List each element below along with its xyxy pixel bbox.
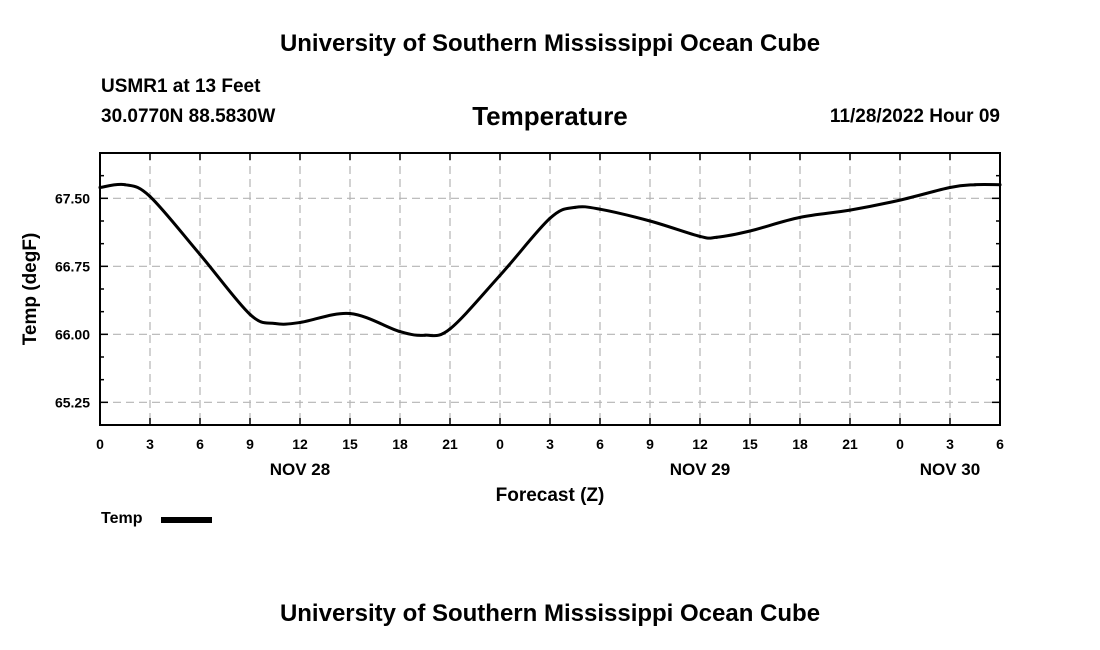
x-tick-label: 6 — [196, 436, 204, 452]
data-point — [948, 185, 952, 189]
data-point — [798, 215, 802, 219]
x-tick-label: 9 — [646, 436, 654, 452]
station-label: USMR1 at 13 Feet — [101, 76, 261, 97]
data-point — [398, 330, 402, 334]
x-tick-label: 9 — [246, 436, 254, 452]
day-label: NOV 28 — [270, 460, 330, 479]
y-axis-label: Temp (degF) — [20, 233, 41, 346]
data-point — [748, 229, 752, 233]
x-tick-label: 0 — [496, 436, 504, 452]
x-axis-label: Forecast (Z) — [496, 485, 605, 506]
footer-title: University of Southern Mississippi Ocean… — [279, 600, 821, 627]
x-tick-label: 15 — [742, 436, 758, 452]
data-point — [898, 198, 902, 202]
legend-swatch — [161, 517, 212, 523]
x-tick-label: 3 — [146, 436, 154, 452]
x-tick-label: 6 — [996, 436, 1004, 452]
data-point — [298, 321, 302, 325]
data-point — [698, 234, 702, 238]
day-label: NOV 29 — [670, 460, 730, 479]
x-tick-label: 18 — [392, 436, 408, 452]
y-tick-label: 66.00 — [55, 326, 90, 342]
data-point — [998, 183, 1002, 187]
data-point — [715, 235, 719, 239]
x-tick-label: 21 — [442, 436, 458, 452]
x-tick-label: 0 — [96, 436, 104, 452]
data-point — [248, 312, 252, 316]
data-point — [98, 185, 102, 189]
forecast-datetime: 11/28/2022 Hour 09 — [829, 106, 1000, 127]
x-tick-label: 3 — [946, 436, 954, 452]
data-point — [848, 208, 852, 212]
plot-frame — [99, 152, 1001, 426]
y-tick-label: 66.75 — [55, 258, 90, 274]
page-title: University of Southern Mississippi Ocean… — [279, 30, 821, 57]
chart-title: Temperature — [472, 101, 628, 131]
x-tick-label: 18 — [792, 436, 808, 452]
y-tick-label: 65.25 — [55, 394, 90, 410]
x-tick-label: 21 — [842, 436, 858, 452]
data-point — [148, 195, 152, 199]
y-tick-label: 67.50 — [55, 190, 90, 206]
x-tick-label: 12 — [292, 436, 308, 452]
x-tick-label: 3 — [546, 436, 554, 452]
x-tick-label: 12 — [692, 436, 708, 452]
data-point — [498, 273, 502, 277]
x-tick-label: 15 — [342, 436, 358, 452]
data-point — [973, 183, 977, 187]
legend-label: Temp — [101, 510, 143, 527]
station-coordinates: 30.0770N 88.5830W — [101, 106, 276, 127]
x-tick-label: 0 — [896, 436, 904, 452]
data-point — [423, 333, 427, 337]
data-point — [348, 311, 352, 315]
data-point — [123, 183, 127, 187]
data-point — [648, 219, 652, 223]
data-point — [598, 207, 602, 211]
x-tick-label: 6 — [596, 436, 604, 452]
data-point — [273, 321, 277, 325]
data-point — [448, 327, 452, 331]
data-point — [573, 205, 577, 209]
data-point — [548, 216, 552, 220]
day-label: NOV 30 — [920, 460, 980, 479]
data-point — [198, 253, 202, 257]
